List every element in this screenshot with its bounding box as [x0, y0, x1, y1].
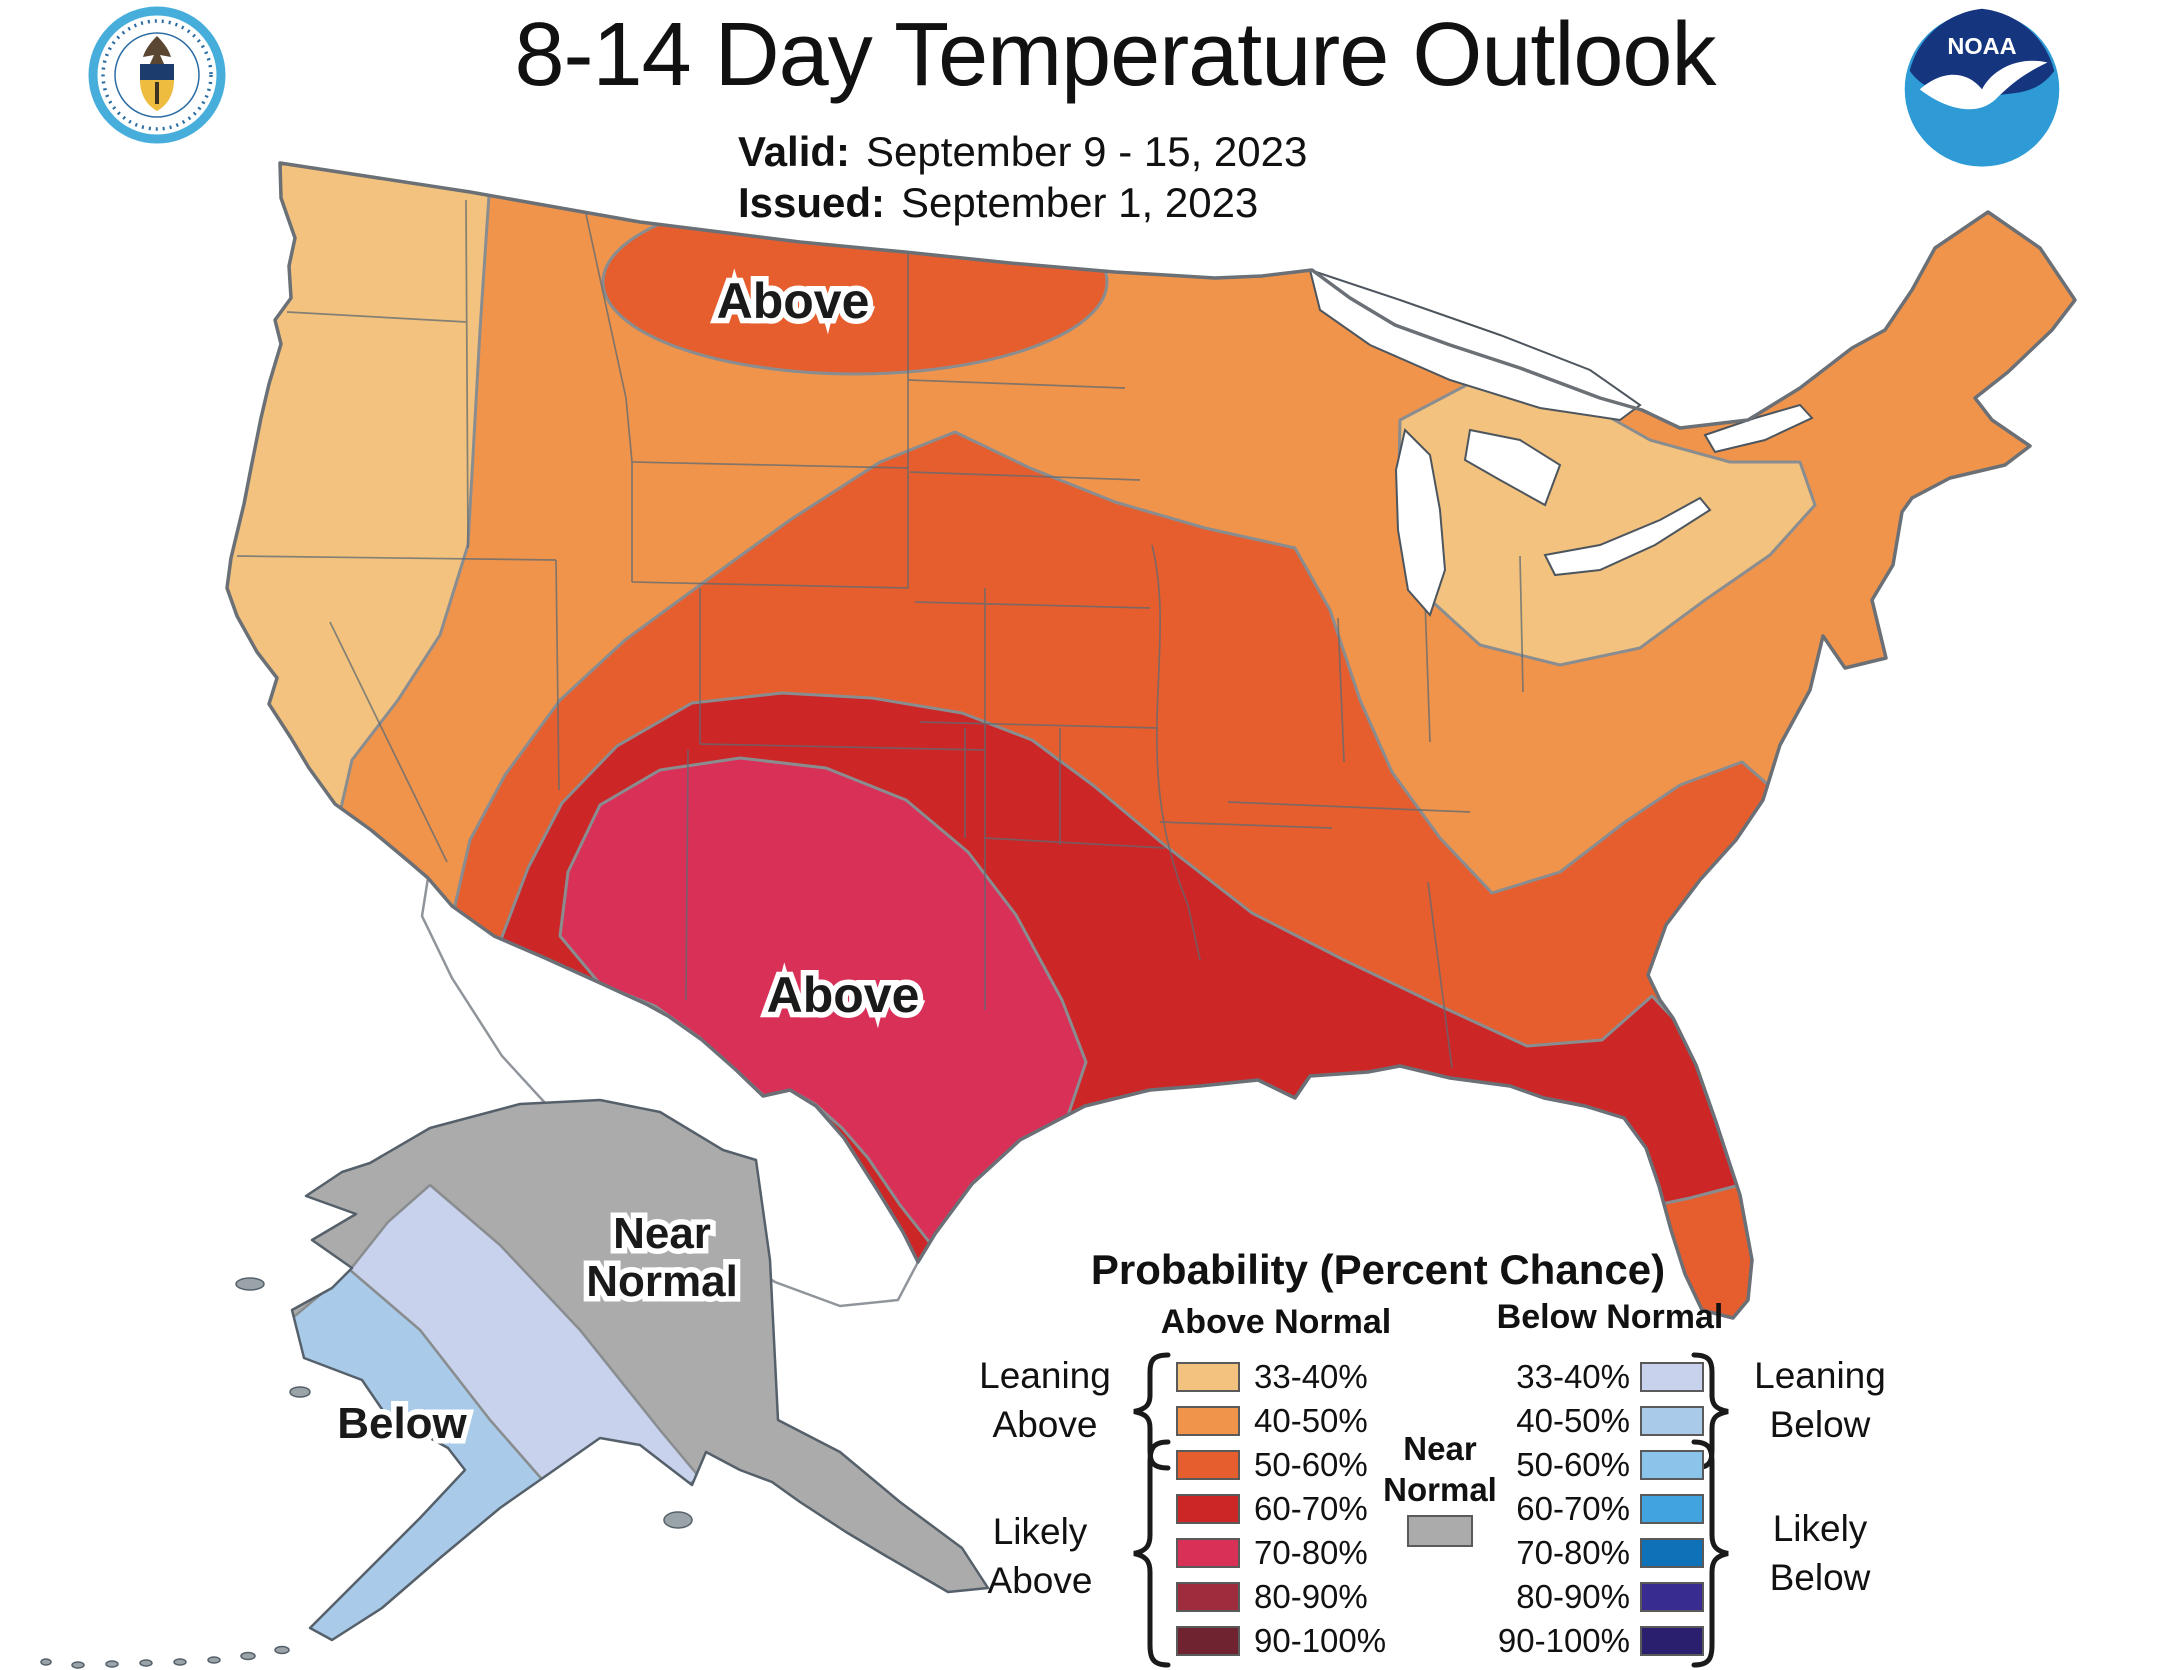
legend-label-above-40-50: 40-50%: [1254, 1402, 1368, 1439]
legend-swatch-above-90-100: [1176, 1626, 1240, 1656]
conus-outline: [225, 161, 2077, 1320]
noaa-logo-icon: NOAA: [1904, 8, 2060, 167]
label-above-south: Above: [767, 967, 920, 1023]
legend-label-below-80-90: 80-90%: [1516, 1578, 1630, 1615]
legend-swatch-above-40-50: [1176, 1406, 1240, 1436]
legend-swatch-above-33-40: [1176, 1362, 1240, 1392]
legend-swatch-near-normal: [1407, 1515, 1473, 1547]
noaa-logo-text: NOAA: [1947, 33, 2016, 59]
page-title: 8-14 Day Temperature Outlook: [514, 5, 1717, 105]
label-alaska-near-normal-line2: Normal: [586, 1257, 738, 1306]
alaska-outline: [290, 1098, 990, 1642]
leaning-above-line2: Above: [992, 1403, 1098, 1445]
lake-huron: [1463, 428, 1562, 507]
legend-label-above-80-90: 80-90%: [1254, 1578, 1368, 1615]
legend-below-normal-header: Below Normal: [1496, 1298, 1724, 1336]
legend-swatch-below-50-60: [1640, 1450, 1704, 1480]
legend-label-below-90-100: 90-100%: [1497, 1622, 1630, 1659]
issued-line: Issued: September 1, 2023: [738, 177, 1307, 228]
lake-erie: [1543, 496, 1712, 577]
legend-group-likely-above: Likely Above: [955, 1508, 1125, 1606]
legend-group-likely-below: Likely Below: [1730, 1505, 1910, 1603]
valid-line: Valid: September 9 - 15, 2023: [738, 126, 1307, 177]
aleutian-islands: [40, 1277, 693, 1669]
legend-label-below-40-50: 40-50%: [1516, 1402, 1630, 1439]
lake-michigan: [1394, 428, 1447, 617]
legend-swatch-above-60-70: [1176, 1494, 1240, 1524]
legend-label-below-50-60: 50-60%: [1516, 1446, 1630, 1483]
legend-swatch-above-70-80: [1176, 1538, 1240, 1568]
likely-above-line1: Likely: [992, 1511, 1088, 1552]
state-borders: [236, 199, 1524, 1069]
likely-above-line2: Above: [987, 1559, 1093, 1601]
leaning-above-line1: Leaning: [979, 1355, 1111, 1396]
lake-ontario: [1703, 403, 1814, 454]
issued-value: September 1, 2023: [901, 179, 1259, 227]
brace-likely-above: [1133, 1439, 1171, 1668]
legend-label-above-70-80: 70-80%: [1254, 1534, 1368, 1571]
map-labels: Above Above Near Normal Below: [332, 268, 925, 1454]
legend-near-normal-label: Near Normal: [1355, 1428, 1525, 1511]
legend-label-above-60-70: 60-70%: [1254, 1490, 1368, 1527]
legend-label-above-90-100: 90-100%: [1254, 1622, 1387, 1659]
valid-value: September 9 - 15, 2023: [866, 128, 1308, 175]
legend-swatch-below-90-100: [1640, 1626, 1704, 1656]
legend-swatch-above-80-90: [1176, 1582, 1240, 1612]
legend-title: Probability (Percent Chance): [1090, 1246, 1666, 1293]
valid-label: Valid:: [738, 128, 851, 175]
legend-label-below-33-40: 33-40%: [1516, 1358, 1630, 1395]
legend-group-leaning-above: Leaning Above: [960, 1352, 1130, 1450]
leaning-below-line2: Below: [1769, 1403, 1871, 1445]
legend-above-normal-header: Above Normal: [1160, 1303, 1392, 1341]
label-above-north: Above: [717, 273, 870, 329]
likely-below-line2: Below: [1769, 1556, 1871, 1598]
legend-braces: [1133, 1352, 1729, 1668]
issued-label: Issued:: [738, 179, 886, 227]
label-alaska-near-normal-line1: Near: [613, 1209, 711, 1258]
legend-swatch-below-70-80: [1640, 1538, 1704, 1568]
legend-near-normal-line1: Near: [1403, 1430, 1477, 1467]
legend-swatch-above-50-60: [1176, 1450, 1240, 1480]
legend-near-normal-line2: Normal: [1383, 1471, 1497, 1509]
legend-swatch-below-80-90: [1640, 1582, 1704, 1612]
brace-likely-below: [1691, 1439, 1729, 1668]
legend-swatch-below-40-50: [1640, 1406, 1704, 1436]
legend-swatch-below-33-40: [1640, 1362, 1704, 1392]
legend-swatch-below-60-70: [1640, 1494, 1704, 1524]
legend-label-above-33-40: 33-40%: [1254, 1358, 1368, 1395]
legend-label-below-60-70: 60-70%: [1516, 1490, 1630, 1527]
valid-issued-block: Valid: September 9 - 15, 2023 Issued: Sept…: [738, 126, 1307, 228]
leaning-below-line1: Leaning: [1754, 1355, 1886, 1396]
likely-below-line1: Likely: [1772, 1508, 1868, 1549]
label-alaska-below: Below: [337, 1399, 467, 1448]
legend-label-above-50-60: 50-60%: [1254, 1446, 1368, 1483]
commerce-seal-icon: [88, 6, 226, 144]
legend-group-leaning-below: Leaning Below: [1730, 1352, 1910, 1450]
legend-label-below-70-80: 70-80%: [1516, 1534, 1630, 1571]
